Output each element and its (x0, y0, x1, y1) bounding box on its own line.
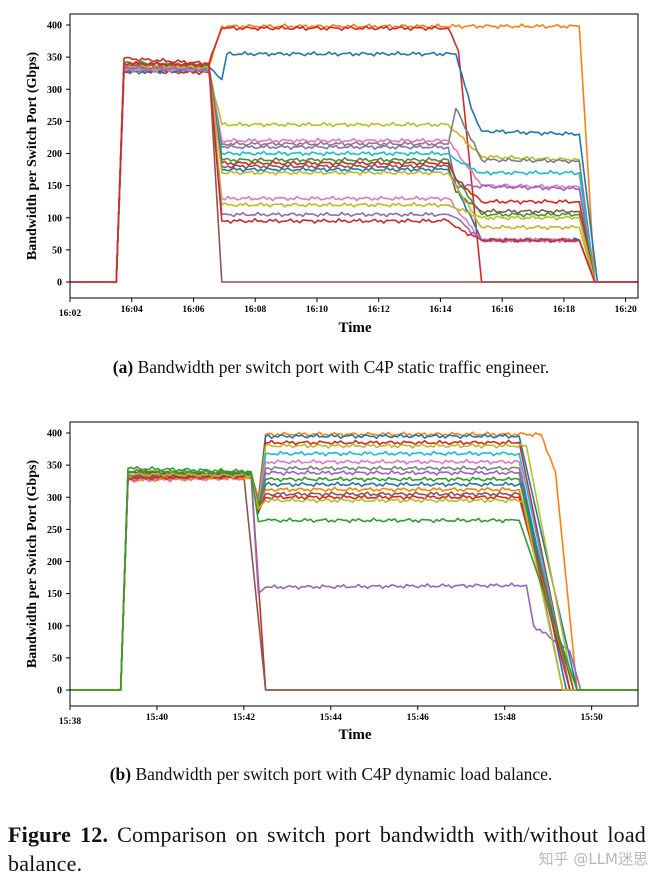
subcaption-text: Bandwidth per switch port with C4P stati… (137, 357, 550, 377)
x-tick-label: 16:18 (553, 305, 575, 315)
x-tick-label: 16:20 (615, 305, 637, 315)
series-line-15 (70, 66, 638, 283)
y-tick-label: 0 (57, 686, 62, 697)
y-tick-label: 200 (47, 557, 62, 568)
y-tick-label: 400 (47, 21, 62, 32)
series-line-6 (70, 65, 638, 283)
series-line-8 (70, 450, 638, 691)
series-line-17 (70, 471, 638, 691)
series-line-11 (70, 68, 638, 283)
series-line-9 (70, 65, 638, 283)
series-line-10 (70, 465, 638, 691)
x-tick-label: 16:10 (306, 305, 328, 315)
chart-static-traffic-engineer: Bandwidth per Switch Port (Gbps) Time 0 5… (0, 0, 662, 345)
y-tick-label: 150 (47, 589, 62, 600)
subcaption-label: (b) (109, 764, 132, 784)
series-line-9 (70, 458, 638, 691)
figure-caption: Figure 12. Comparison on switch port ban… (8, 820, 646, 878)
y-tick-label: 350 (47, 53, 62, 64)
x-tick-label: 15:42 (233, 713, 255, 723)
series-line-13 (70, 67, 638, 283)
y-tick-label: 300 (47, 493, 62, 504)
x-tick-label: 16:04 (121, 305, 143, 315)
chart-dynamic-load-balance: Bandwidth per Switch Port (Gbps) Time 0 5… (0, 408, 662, 753)
series-line-16 (70, 474, 638, 691)
y-tick-label: 100 (47, 213, 62, 224)
y-tick-label: 50 (52, 245, 62, 256)
y-tick-label: 350 (47, 461, 62, 472)
series-line-15 (70, 471, 638, 691)
series-line-2 (70, 25, 638, 283)
chart-a-svg: Bandwidth per Switch Port (Gbps) Time 0 5… (25, 13, 639, 336)
x-tick-label: 15:48 (494, 713, 516, 723)
series-line-14 (70, 66, 638, 283)
x-tick-label: 16:02 (59, 309, 81, 319)
watermark: 知乎 @LLM迷思 (538, 850, 648, 868)
series-line-18 (70, 468, 638, 691)
x-tick-label: 16:06 (182, 305, 204, 315)
y-tick-label: 0 (57, 278, 62, 289)
subcaption-label: (a) (112, 357, 134, 377)
plot-frame (69, 421, 639, 707)
subcaption-text: Bandwidth per switch port with C4P dynam… (135, 764, 553, 784)
x-tick-label: 15:50 (581, 713, 603, 723)
series-line-8 (70, 67, 638, 283)
y-axis-label: Bandwidth per Switch Port (Gbps) (25, 52, 40, 261)
x-tick-label: 16:08 (244, 305, 266, 315)
series-line-12 (70, 465, 638, 691)
figure-caption-text: Comparison on switch port bandwidth with… (8, 822, 646, 876)
y-tick-label: 50 (52, 653, 62, 664)
subcaption-a: (a) Bandwidth per switch port with C4P s… (0, 357, 662, 378)
series-line-3 (70, 50, 638, 283)
plot-frame (69, 13, 639, 299)
x-tick-label: 16:14 (429, 305, 451, 315)
subcaption-b: (b) Bandwidth per switch port with C4P d… (0, 764, 662, 785)
x-tick-label: 15:44 (320, 713, 342, 723)
series-line-5 (70, 66, 638, 283)
chart-b-svg: Bandwidth per Switch Port (Gbps) Time 0 5… (25, 421, 639, 743)
y-tick-label: 150 (47, 181, 62, 192)
x-tick-label: 15:40 (146, 713, 168, 723)
figure-label: Figure 12. (8, 822, 109, 847)
x-axis-label: Time (338, 320, 371, 336)
x-tick-label: 16:16 (491, 305, 513, 315)
series-line-17 (70, 64, 638, 283)
y-tick-label: 100 (47, 621, 62, 632)
y-axis-label: Bandwidth per Switch Port (Gbps) (25, 460, 40, 669)
x-tick-label: 15:46 (407, 713, 429, 723)
x-tick-label: 15:38 (59, 717, 81, 727)
x-axis-label: Time (338, 727, 371, 743)
y-tick-label: 400 (47, 429, 62, 440)
series-line-18 (70, 60, 638, 283)
y-tick-label: 250 (47, 525, 62, 536)
y-tick-label: 250 (47, 117, 62, 128)
y-tick-label: 300 (47, 85, 62, 96)
y-tick-label: 200 (47, 149, 62, 160)
x-tick-label: 16:12 (368, 305, 390, 315)
